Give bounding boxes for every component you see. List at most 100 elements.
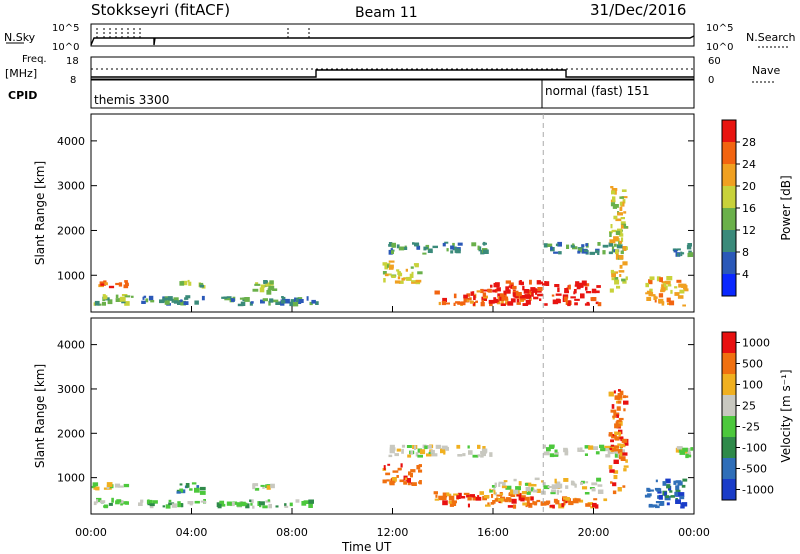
velocity-data-cell [505,497,511,501]
power-data-cell [280,299,286,304]
velocity-data-cell [534,477,540,481]
velocity-y-tick-label: 3000 [57,383,85,396]
power-data-cell [543,243,548,248]
velocity-data-cell [549,453,555,458]
power-data-cell [557,241,562,247]
power-colorbar-tick-label: 28 [742,136,756,149]
x-tick-label: 04:00 [176,526,208,539]
velocity-data-cell [489,489,493,493]
power-data-cell [388,260,395,263]
velocity-data-cell [396,475,399,478]
velocity-data-cell [618,420,623,426]
velocity-data-cell [599,444,605,449]
power-data-cell [150,300,155,303]
velocity-data-cell [625,459,628,463]
velocity-y-tick-label: 1000 [57,472,85,485]
velocity-data-cell [259,503,262,508]
power-data-cell [574,302,578,306]
velocity-data-cell [682,478,688,482]
velocity-data-cell [658,494,663,500]
power-data-cell [472,291,475,296]
velocity-data-cell [675,447,679,453]
power-data-cell [173,297,179,302]
power-data-cell [398,246,405,251]
velocity-data-cell [503,480,508,483]
velocity-data-cell [176,491,181,494]
velocity-data-cell [600,448,606,452]
power-data-cell [260,299,265,304]
velocity-data-cell [533,501,538,504]
power-data-cell [620,224,624,229]
velocity-data-cell [489,452,493,457]
velocity-data-cell [613,459,619,464]
power-data-cell [567,303,571,307]
velocity-data-cell [406,445,412,448]
freq-panel-frame [90,56,695,80]
velocity-data-cell [607,451,614,455]
velocity-data-cell [475,496,482,501]
velocity-data-cell [675,489,681,493]
velocity-data-cell [568,500,574,506]
power-data-cell [562,294,569,299]
power-data-cell [611,246,615,250]
power-data-cell [552,299,559,305]
power-data-cell [520,295,525,299]
power-data-cell [453,302,456,306]
power-data-cell [473,295,476,300]
velocity-data-cell [262,486,265,489]
power-data-cell [382,271,387,275]
velocity-data-cell [396,448,401,452]
power-data-cell [384,273,389,277]
power-data-cell [470,291,473,296]
power-data-cell [119,296,126,302]
power-data-cell [529,279,532,285]
velocity-data-cell [448,495,455,501]
velocity-data-cell [584,453,588,456]
velocity-data-cell [442,492,446,498]
power-data-cell [539,298,542,301]
velocity-data-cell [404,477,408,481]
velocity-data-cell [189,488,193,491]
power-data-cell [619,233,624,237]
velocity-data-cell [609,447,612,450]
velocity-data-cell [467,503,470,508]
velocity-data-cell [494,482,497,488]
power-data-cell [519,298,524,302]
power-data-cell [661,284,664,288]
power-data-cell [550,246,553,250]
power-data-cell [617,212,623,216]
power-data-cell [231,298,235,302]
cpid-label: CPID [8,89,37,102]
power-data-cell [141,300,146,304]
velocity-data-cell [679,492,685,497]
power-data-cell [457,242,463,246]
velocity-data-cell [391,477,397,482]
power-data-cell [414,242,419,247]
power-data-cell [472,302,476,306]
power-data-cell [570,296,576,299]
x-tick-label: 20:00 [578,526,610,539]
velocity-data-cell [301,501,307,506]
velocity-data-cell [203,501,207,504]
velocity-data-cell [400,463,403,468]
power-data-cell [656,276,661,282]
power-colorbar-segment [722,274,736,296]
velocity-data-cell [564,500,568,504]
velocity-data-cell [106,484,110,490]
power-data-cell [591,288,597,294]
power-data-cell [268,300,271,306]
velocity-data-cell [507,505,514,508]
velocity-data-cell [540,501,547,506]
velocity-data-cell [612,482,617,487]
power-data-cell [414,263,419,268]
velocity-data-cell [603,498,608,502]
power-data-cell [522,303,529,306]
velocity-data-cell [607,449,610,455]
velocity-data-cell [403,481,407,485]
power-data-cell [620,221,626,225]
power-data-cell [488,288,492,293]
velocity-data-cell [621,452,628,456]
power-data-cell [585,243,588,247]
power-data-cell [481,296,487,301]
power-data-cell [568,300,571,305]
